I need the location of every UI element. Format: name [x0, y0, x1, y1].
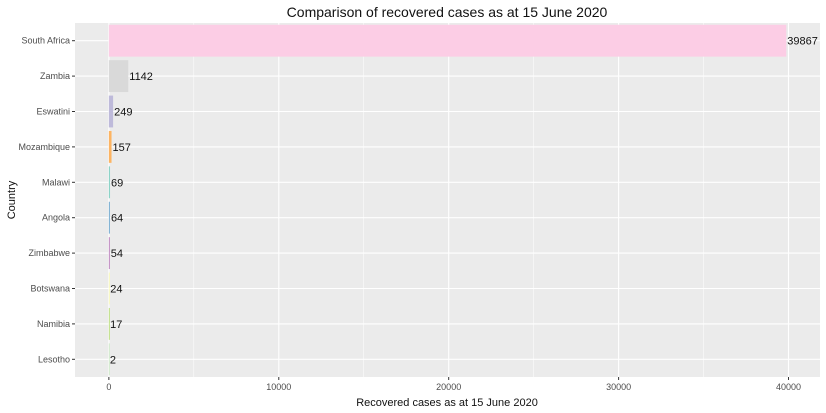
data-label: 249: [114, 107, 132, 119]
data-label: 39867: [787, 36, 818, 48]
x-axis: 0 10000 20000 30000 40000: [106, 377, 801, 392]
x-tick-label: 20000: [436, 382, 461, 392]
y-tick-label: Eswatini: [36, 107, 70, 117]
bar: [108, 24, 787, 57]
x-tick-label: 30000: [606, 382, 631, 392]
data-label: 157: [113, 142, 131, 154]
bar: [108, 201, 110, 234]
y-tick-label: Zambia: [40, 71, 70, 81]
x-tick-label: 10000: [266, 382, 291, 392]
data-label: 54: [111, 248, 123, 260]
y-tick-label: South Africa: [21, 36, 70, 46]
y-tick-label: Angola: [42, 213, 70, 223]
bar: [108, 60, 129, 93]
data-label: 2: [110, 354, 116, 366]
bar: [108, 343, 110, 376]
y-tick-label: Namibia: [37, 319, 70, 329]
y-tick-label: Malawi: [42, 177, 70, 187]
y-tick-label: Botswana: [30, 284, 70, 294]
chart-title: Comparison of recovered cases as at 15 J…: [287, 4, 608, 20]
data-label: 17: [110, 319, 122, 331]
y-tick-label: Lesotho: [38, 354, 70, 364]
bar: [108, 166, 111, 199]
y-axis: South Africa Zambia Eswatini Mozambique Mala…: [18, 36, 75, 364]
bar: [108, 95, 114, 128]
data-labels: 39867 1142 249 157 69 64 54 24 17 2: [110, 36, 818, 367]
plot-panel: [75, 23, 820, 377]
x-axis-title: Recovered cases as at 15 June 2020: [356, 397, 538, 409]
data-label: 24: [110, 284, 122, 296]
x-tick-label: 40000: [776, 382, 801, 392]
data-label: 64: [111, 213, 123, 225]
data-label: 1142: [129, 71, 153, 83]
bars: [108, 24, 787, 376]
bar: [108, 272, 110, 305]
data-label: 69: [111, 177, 123, 189]
bar: [108, 130, 112, 163]
bar: [108, 237, 110, 270]
y-tick-label: Mozambique: [18, 142, 70, 152]
x-tick-label: 0: [106, 382, 111, 392]
bar: [108, 307, 110, 340]
y-tick-label: Zimbabwe: [28, 248, 70, 258]
y-axis-title: Country: [6, 180, 18, 219]
